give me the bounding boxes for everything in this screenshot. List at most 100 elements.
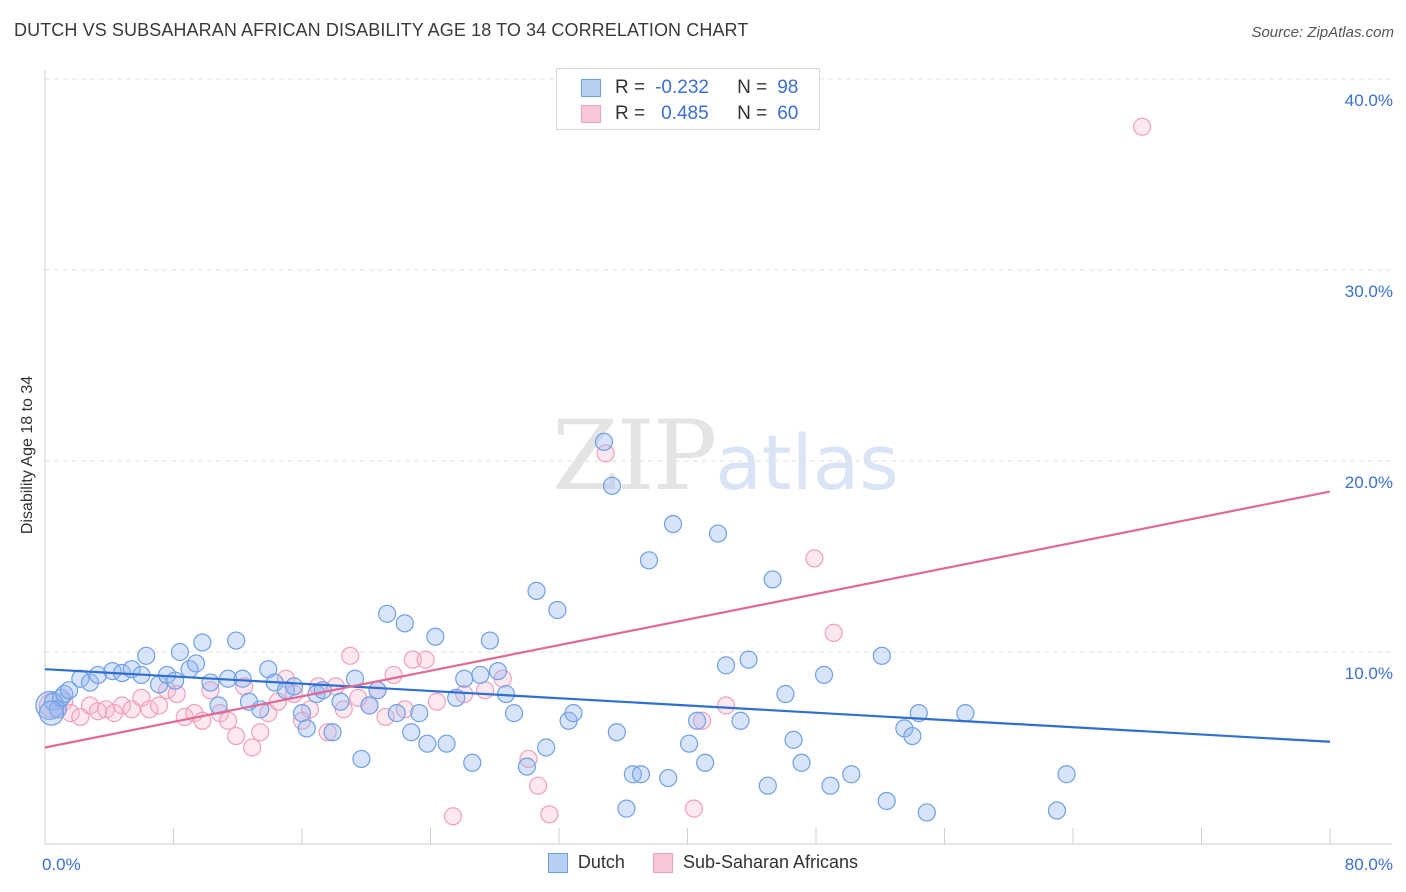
dutch-point xyxy=(917,803,936,822)
legend-r-value: -0.232 xyxy=(655,77,709,98)
legend-row-subsaharan: R = 0.485 N = 60 xyxy=(581,102,798,126)
subsaharan-point xyxy=(824,623,843,643)
dutch-point xyxy=(607,723,626,742)
subsaharan-point xyxy=(403,650,422,669)
dutch-point xyxy=(395,614,414,633)
subsaharan-point xyxy=(716,696,736,715)
subsaharan-point xyxy=(376,707,395,727)
dutch-point xyxy=(564,704,583,723)
watermark: ZIPatlas xyxy=(552,400,899,512)
dutch-point xyxy=(537,738,556,757)
subsaharan-point xyxy=(416,650,435,669)
dutch-point xyxy=(548,600,567,620)
subsaharan-point xyxy=(243,738,262,757)
subsaharan-point xyxy=(684,799,704,818)
series-legend-label: Sub-Saharan Africans xyxy=(682,852,859,872)
dutch-point xyxy=(360,696,379,715)
dutch-point xyxy=(504,704,524,723)
correlation-legend: R = -0.232 N = 98 R = 0.485 N = 60 xyxy=(556,68,820,130)
subsaharan-point xyxy=(318,723,337,742)
subsaharan-point xyxy=(219,711,238,730)
dutch-point xyxy=(659,768,678,788)
dutch-point xyxy=(617,799,636,818)
legend-r-label: R = xyxy=(615,77,646,98)
subsaharan-point xyxy=(201,681,220,700)
dutch-point xyxy=(814,665,834,685)
dutch-point xyxy=(602,476,622,495)
subsaharan-point xyxy=(112,696,132,715)
dutch-point xyxy=(877,791,896,811)
dutch-point xyxy=(186,654,206,673)
x-tick-label: 0.0% xyxy=(42,855,81,874)
dutch-point xyxy=(716,656,736,675)
dutch-point xyxy=(387,704,406,723)
series-legend-subsaharan: Sub-Saharan Africans xyxy=(652,852,859,873)
dutch-point xyxy=(292,704,312,723)
dutch-point xyxy=(166,671,185,690)
subsaharan-point xyxy=(596,444,615,463)
dutch-point xyxy=(418,734,437,753)
watermark-zip: ZIP xyxy=(552,400,717,512)
subsaharan-point xyxy=(1132,117,1152,136)
dutch-point xyxy=(517,757,536,776)
dutch-point xyxy=(776,684,795,704)
dutch-point xyxy=(455,669,474,688)
dutch-point xyxy=(663,514,683,534)
legend-n-value: 60 xyxy=(777,103,799,124)
legend-n-label: N = xyxy=(737,77,768,98)
dutch-point xyxy=(378,604,397,623)
subsaharan-point xyxy=(140,700,159,719)
dutch-point xyxy=(956,704,975,723)
subsaharan-point xyxy=(805,549,824,568)
subsaharan-point xyxy=(443,807,463,826)
series-legend-dutch: Dutch xyxy=(547,852,625,873)
subsaharan-point xyxy=(167,684,186,704)
subsaharan-point xyxy=(692,711,712,730)
legend-r-label: R = xyxy=(615,103,646,124)
dutch-point xyxy=(38,700,65,726)
series-legend: Dutch Sub-Saharan Africans xyxy=(0,852,1406,873)
subsaharan-point xyxy=(427,692,447,711)
dutch-point xyxy=(323,723,342,742)
series-legend-label: Dutch xyxy=(577,852,625,872)
dutch-point xyxy=(352,749,371,769)
dutch-point xyxy=(680,734,699,753)
dutch-point xyxy=(88,665,108,685)
legend-swatch-dutch xyxy=(581,79,601,97)
subsaharan-trend-line xyxy=(44,490,1331,749)
dutch-point xyxy=(471,665,490,685)
dutch-point xyxy=(488,661,508,681)
dutch-point xyxy=(872,646,891,665)
series-swatch-subsaharan xyxy=(652,852,673,873)
watermark-atlas: atlas xyxy=(715,418,899,507)
dutch-point xyxy=(731,711,750,730)
source-label: Source: ZipAtlas.com xyxy=(1251,24,1394,41)
y-tick-label: 40.0% xyxy=(1345,91,1393,110)
dutch-point xyxy=(48,700,67,719)
dutch-point xyxy=(631,765,651,784)
subsaharan-point xyxy=(540,805,559,824)
dutch-point xyxy=(410,704,429,723)
dutch-point xyxy=(297,719,316,738)
dutch-point xyxy=(480,631,500,650)
series-swatch-dutch xyxy=(547,852,568,873)
legend-row-dutch: R = -0.232 N = 98 xyxy=(581,76,798,100)
dutch-point xyxy=(463,753,482,772)
dutch-point xyxy=(233,669,252,688)
dutch-point xyxy=(688,711,707,730)
dutch-point xyxy=(193,633,212,652)
dutch-point xyxy=(1047,801,1067,820)
y-tick-label: 10.0% xyxy=(1345,664,1393,683)
subsaharan-point xyxy=(149,696,169,715)
dutch-point xyxy=(201,673,220,692)
legend-n-label: N = xyxy=(737,103,768,124)
subsaharan-point xyxy=(227,726,246,746)
subsaharan-point xyxy=(476,681,495,700)
dutch-point xyxy=(639,551,659,570)
dutch-point xyxy=(527,581,546,600)
dutch-point xyxy=(739,650,758,669)
dutch-point xyxy=(137,646,156,665)
subsaharan-point xyxy=(384,665,403,685)
dutch-point xyxy=(821,776,840,795)
